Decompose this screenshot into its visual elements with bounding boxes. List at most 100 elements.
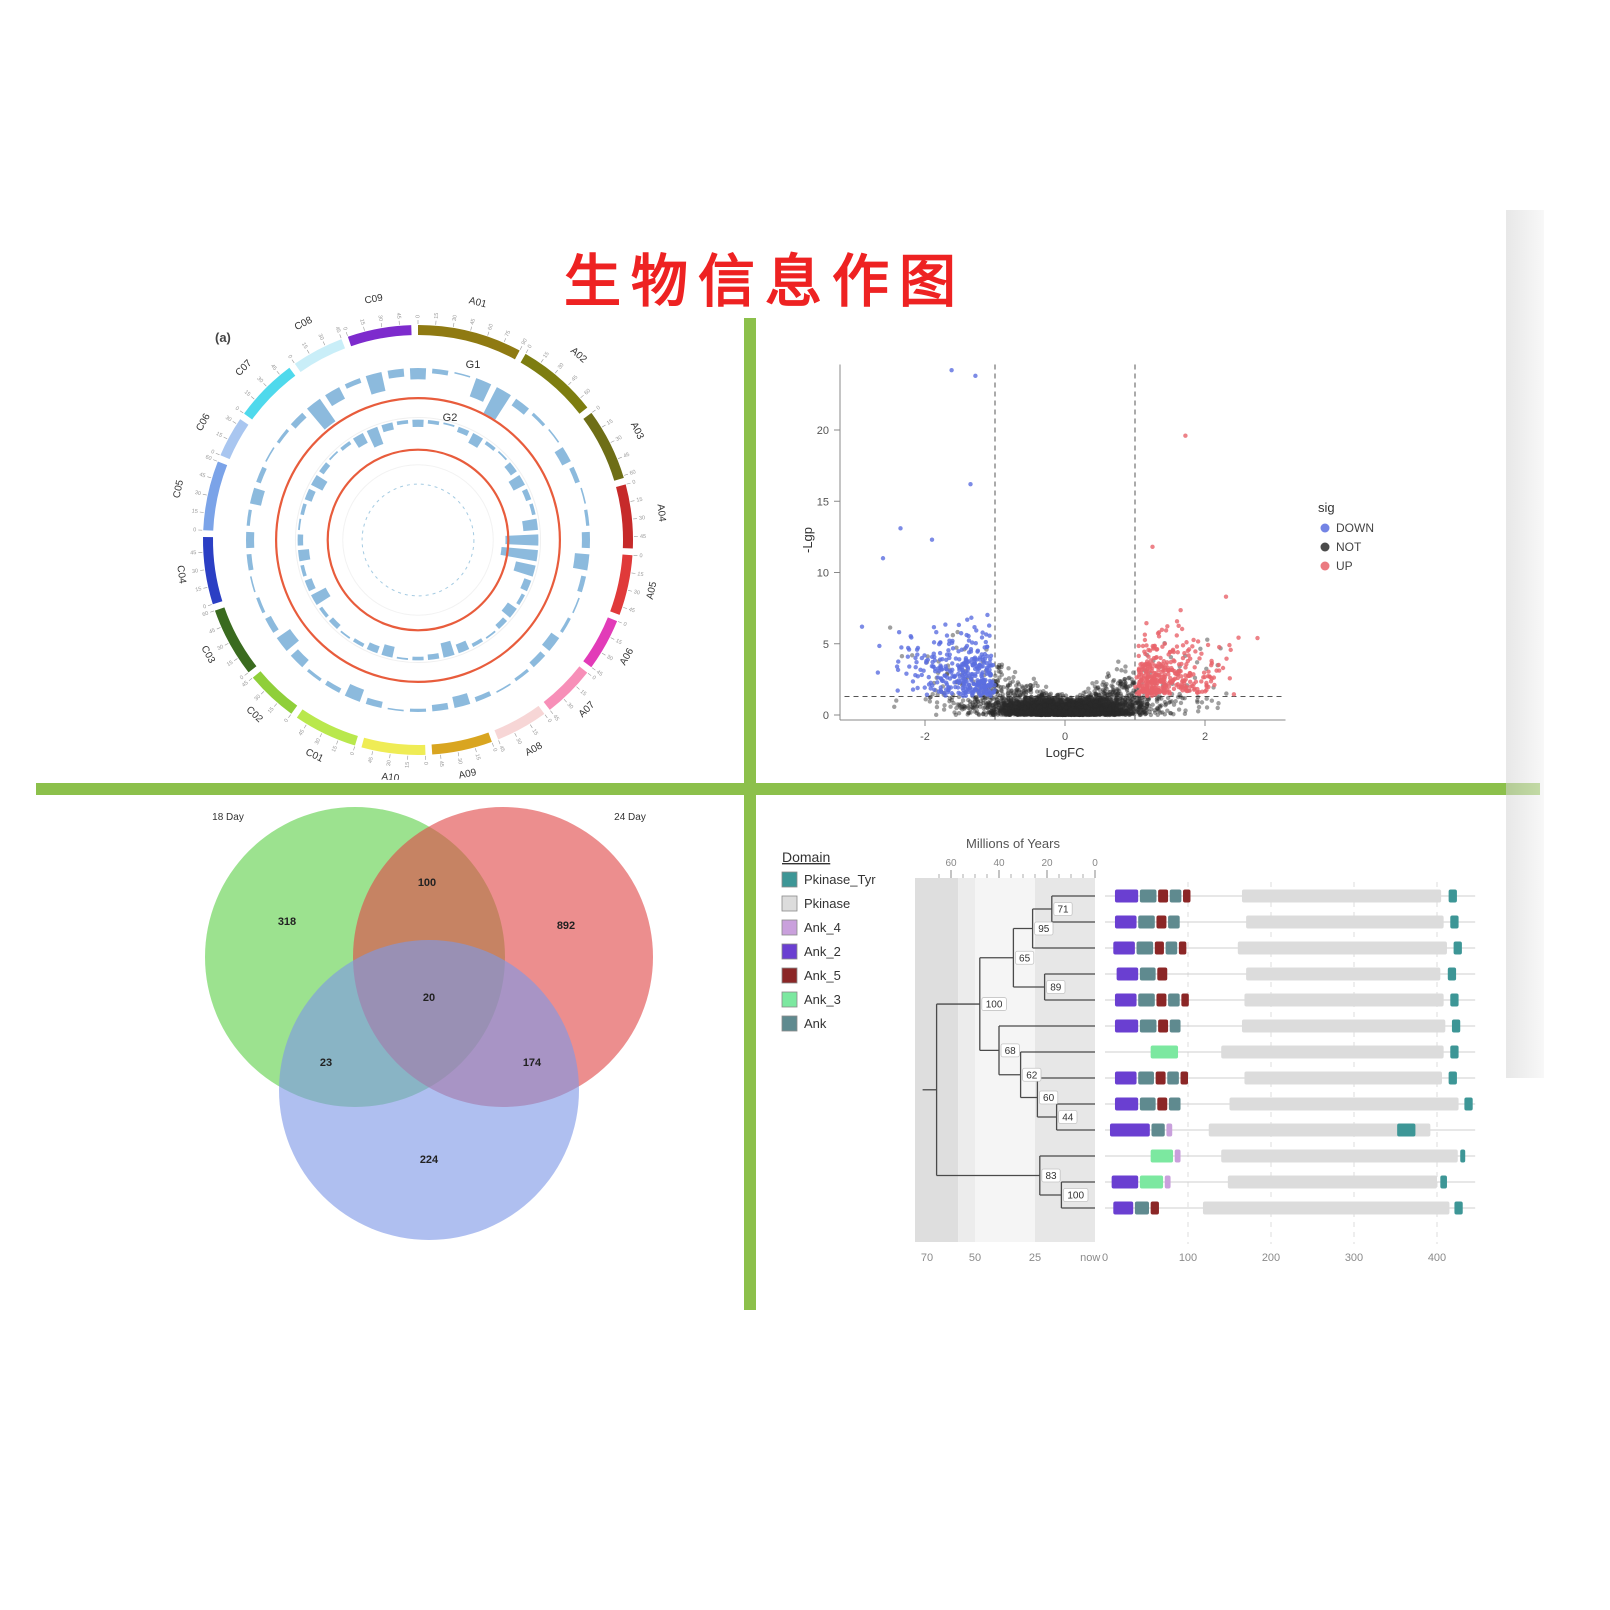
- g2-ring: [326, 448, 510, 632]
- svg-text:30: 30: [316, 333, 324, 341]
- points-not: [887, 625, 1229, 718]
- svg-text:45: 45: [190, 550, 196, 556]
- x-axis-label: LogFC: [1045, 745, 1084, 760]
- svg-text:A03: A03: [628, 420, 646, 441]
- svg-text:15: 15: [606, 419, 614, 427]
- svg-text:A06: A06: [618, 646, 637, 667]
- svg-text:0: 0: [350, 751, 357, 756]
- svg-text:0: 0: [202, 604, 207, 611]
- venn-circles: [205, 807, 653, 1240]
- domain-rows: [1105, 889, 1476, 1215]
- svg-text:15: 15: [331, 745, 339, 753]
- svg-text:0: 0: [632, 479, 637, 486]
- svg-text:C07: C07: [234, 358, 255, 379]
- tree-bg-bands: [915, 878, 1095, 1242]
- svg-text:30: 30: [386, 760, 393, 767]
- svg-text:75: 75: [504, 330, 512, 338]
- svg-text:A05: A05: [645, 580, 660, 600]
- svg-text:C01: C01: [304, 747, 326, 765]
- domain-gridlines: [1187, 882, 1438, 1244]
- svg-text:60: 60: [629, 469, 637, 477]
- svg-text:30: 30: [255, 376, 264, 385]
- svg-text:30: 30: [376, 315, 383, 322]
- svg-text:15: 15: [434, 312, 440, 319]
- svg-text:45: 45: [571, 374, 580, 383]
- svg-text:15: 15: [637, 571, 644, 578]
- svg-text:30: 30: [639, 515, 646, 522]
- svg-text:C09: C09: [364, 292, 384, 306]
- svg-text:30: 30: [514, 737, 522, 745]
- svg-text:45: 45: [640, 534, 646, 540]
- panel-a-label: (a): [215, 330, 231, 345]
- svg-text:45: 45: [395, 313, 402, 320]
- svg-text:0: 0: [283, 718, 290, 724]
- svg-text:A09: A09: [458, 767, 478, 780]
- svg-text:45: 45: [334, 326, 342, 334]
- svg-text:15: 15: [614, 638, 622, 646]
- svg-text:30: 30: [615, 435, 623, 443]
- svg-text:45: 45: [470, 318, 477, 325]
- svg-text:45: 45: [623, 452, 631, 460]
- svg-text:30: 30: [456, 758, 463, 765]
- svg-text:15: 15: [215, 431, 223, 439]
- svg-text:30: 30: [557, 362, 566, 371]
- right-edge-shadow: [1506, 210, 1544, 1078]
- svg-text:0: 0: [622, 621, 627, 628]
- svg-text:15: 15: [267, 706, 276, 715]
- svg-text:C05: C05: [172, 479, 187, 500]
- g2-label: G2: [443, 412, 458, 424]
- svg-text:15: 15: [530, 728, 538, 736]
- svg-text:60: 60: [202, 611, 210, 619]
- svg-text:45: 45: [199, 472, 207, 480]
- axes: [834, 364, 1286, 726]
- svg-text:A02: A02: [568, 345, 589, 365]
- svg-text:30: 30: [633, 589, 640, 596]
- svg-text:45: 45: [269, 363, 278, 372]
- svg-text:A01: A01: [468, 295, 488, 310]
- svg-text:60: 60: [487, 323, 495, 331]
- svg-text:0: 0: [234, 406, 240, 413]
- circos-track-g1-bars: [245, 367, 590, 712]
- svg-text:30: 30: [192, 568, 199, 575]
- svg-text:15: 15: [226, 660, 234, 668]
- inner-dashed-ring: [361, 483, 475, 597]
- svg-text:0: 0: [491, 748, 498, 753]
- svg-text:15: 15: [474, 753, 481, 760]
- svg-text:45: 45: [628, 607, 636, 615]
- svg-text:A10: A10: [381, 771, 400, 780]
- svg-text:45: 45: [551, 714, 559, 723]
- svg-text:C04: C04: [174, 565, 188, 585]
- svg-text:0: 0: [527, 344, 534, 350]
- svg-text:30: 30: [216, 644, 224, 652]
- svg-text:A07: A07: [577, 699, 598, 720]
- domain-legend: DomainPkinase_TyrPkinaseAnk_4Ank_2Ank_5A…: [781, 849, 876, 1032]
- circos-plot: (a)0 15 3045607590A01015304560A02015304560…: [172, 292, 668, 780]
- phylo-tree: [922, 895, 1095, 1209]
- svg-text:15: 15: [579, 689, 588, 698]
- svg-text:0: 0: [286, 354, 293, 360]
- svg-text:15: 15: [243, 389, 252, 398]
- svg-text:45: 45: [208, 628, 216, 636]
- points-up: [1133, 433, 1260, 699]
- svg-text:C08: C08: [293, 315, 315, 334]
- svg-text:C06: C06: [194, 411, 213, 433]
- top-axis-title: Millions of Years: [966, 836, 1060, 851]
- svg-text:45: 45: [595, 669, 603, 677]
- svg-text:30: 30: [314, 738, 322, 746]
- circos-track-g2-bars: [297, 419, 539, 661]
- svg-text:0: 0: [639, 553, 642, 559]
- svg-text:15: 15: [405, 762, 411, 768]
- legend-title: Domain: [782, 849, 830, 865]
- svg-text:0: 0: [193, 527, 196, 533]
- svg-text:0: 0: [546, 718, 553, 724]
- set2-label: 24 Day: [614, 812, 646, 823]
- points-down: [859, 367, 997, 699]
- svg-text:0: 0: [239, 675, 245, 682]
- circos-segments: 0 15 3045607590A01015304560A02015304560A03…: [172, 292, 668, 780]
- svg-text:45: 45: [298, 729, 306, 737]
- svg-text:A08: A08: [524, 740, 545, 758]
- svg-text:30: 30: [253, 694, 262, 703]
- y-axis-label: -Lgp: [800, 527, 815, 553]
